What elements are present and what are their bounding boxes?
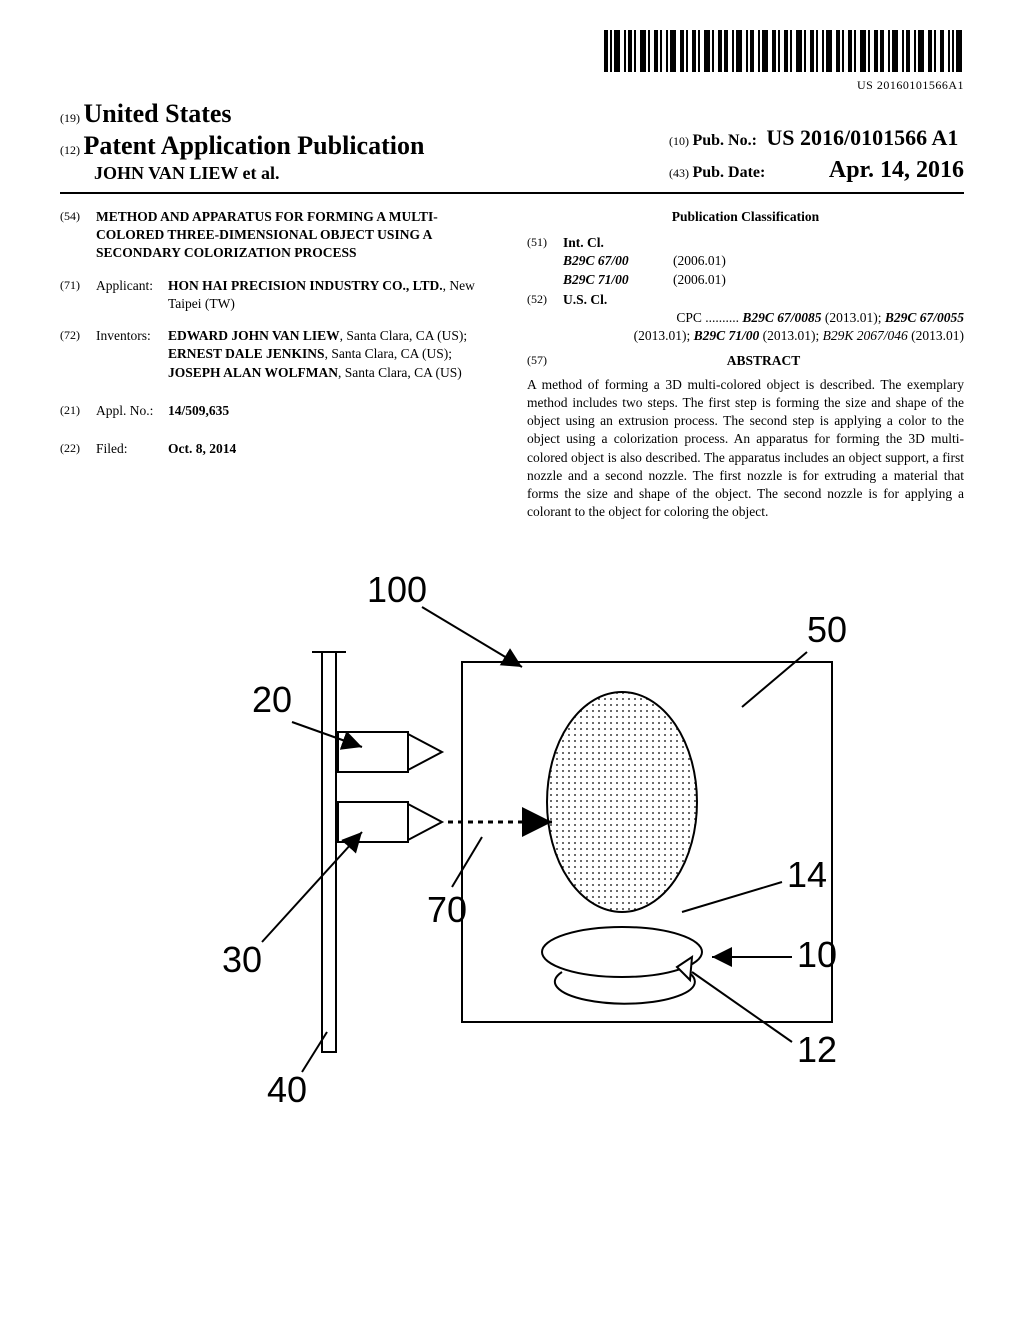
applno-value: 14/509,635 [168,402,497,420]
filed-label: Filed: [96,440,168,458]
title-code: (54) [60,208,96,263]
abstract-heading: ABSTRACT [563,352,964,370]
applicant-code: (71) [60,277,96,313]
pubdate-label: Pub. Date: [692,164,765,181]
fig-label-40: 40 [267,1069,307,1110]
publication-type: Patent Application Publication [84,131,425,160]
cpc-1-date: (2013.01); [825,310,882,325]
header-row: (19) United States (12) Patent Applicati… [60,99,964,184]
uscl-row: (52) U.S. Cl. CPC .......... B29C 67/008… [527,291,964,346]
cpc-1: B29C 67/0085 [742,310,821,325]
fig-label-30: 30 [222,939,262,980]
title-entry: (54) METHOD AND APPARATUS FOR FORMING A … [60,208,497,263]
filed-value: Oct. 8, 2014 [168,440,497,458]
intcl-row: (51) Int. Cl. B29C 67/00(2006.01) B29C 7… [527,234,964,289]
author-line: JOHN VAN LIEW et al. [94,163,424,184]
code-country: (19) [60,111,80,125]
figure-area: 100 50 20 30 70 14 10 12 40 [60,552,964,1127]
abstract-code: (57) [527,352,563,374]
inventors-code: (72) [60,327,96,382]
abstract-text: A method of forming a 3D multi-colored o… [527,376,964,522]
pubno-label: Pub. No.: [692,132,756,149]
cpc-3-date: (2013.01); [763,328,820,343]
cpc-prefix: CPC .......... [676,310,739,325]
code-pubno: (10) [669,134,689,148]
applicant-name: HON HAI PRECISION INDUSTRY CO., LTD. [168,278,443,293]
applno-entry: (21) Appl. No.: 14/509,635 [60,402,497,420]
inventors-text: EDWARD JOHN VAN LIEW, Santa Clara, CA (U… [168,327,497,382]
bib-columns: (54) METHOD AND APPARATUS FOR FORMING A … [60,208,964,522]
applicant-entry: (71) Applicant: HON HAI PRECISION INDUST… [60,277,497,313]
pub-type-line: (12) Patent Application Publication [60,131,424,161]
filed-value-text: Oct. 8, 2014 [168,441,236,456]
patent-page: US 20160101566A1 (19) United States (12)… [0,0,1024,1167]
cpc-2-date: (2013.01); [634,328,691,343]
cpc-2: B29C 67/0055 [885,310,964,325]
abstract-body-wrap: ABSTRACT [563,352,964,374]
left-column: (54) METHOD AND APPARATUS FOR FORMING A … [60,208,497,522]
country-line: (19) United States [60,99,424,129]
applno-code: (21) [60,402,96,420]
barcode-text: US 20160101566A1 [60,78,964,93]
header-rule [60,192,964,194]
pubdate-line: (43) Pub. Date: Apr. 14, 2016 [669,157,964,184]
header-left: (19) United States (12) Patent Applicati… [60,99,424,184]
patent-figure: 100 50 20 30 70 14 10 12 40 [152,552,872,1122]
pubno-line: (10) Pub. No.: US 2016/0101566 A1 [669,125,964,151]
fig-label-20: 20 [252,679,292,720]
code-pubdate: (43) [669,166,689,180]
applno-label: Appl. No.: [96,402,168,420]
intcl-2-code: B29C 71/00 [563,271,673,289]
filed-code: (22) [60,440,96,458]
header-right: (10) Pub. No.: US 2016/0101566 A1 (43) P… [669,125,964,184]
barcode [604,30,964,72]
country-name: United States [84,99,232,128]
fig-label-14: 14 [787,854,827,895]
intcl-2-date: (2006.01) [673,271,726,289]
fig-label-70: 70 [427,889,467,930]
intcl-1-code: B29C 67/00 [563,252,673,270]
fig-label-100: 100 [367,569,427,610]
inventors-label: Inventors: [96,327,168,382]
inventors-entry: (72) Inventors: EDWARD JOHN VAN LIEW, Sa… [60,327,497,382]
fig-label-12: 12 [797,1029,837,1070]
applicant-label: Applicant: [96,277,168,313]
pubdate-value: Apr. 14, 2016 [829,157,964,183]
intcl-body: Int. Cl. B29C 67/00(2006.01) B29C 71/00(… [563,234,964,289]
fig-label-50: 50 [807,609,847,650]
uscl-body: U.S. Cl. CPC .......... B29C 67/0085 (20… [563,291,964,346]
filed-entry: (22) Filed: Oct. 8, 2014 [60,440,497,458]
code-pub: (12) [60,143,80,157]
barcode-area: US 20160101566A1 [60,30,964,93]
cpc-4-date: (2013.01) [911,328,964,343]
intcl-code: (51) [527,234,563,289]
fig-label-10: 10 [797,934,837,975]
classification-heading: Publication Classification [527,208,964,226]
cpc-text: CPC .......... B29C 67/0085 (2013.01); B… [563,309,964,345]
uscl-label: U.S. Cl. [563,292,607,307]
right-column: Publication Classification (51) Int. Cl.… [527,208,964,522]
title-text: METHOD AND APPARATUS FOR FORMING A MULTI… [96,208,497,263]
cpc-4: B29K 2067/046 [823,328,908,343]
intcl-label: Int. Cl. [563,235,604,250]
applicant-text: HON HAI PRECISION INDUSTRY CO., LTD., Ne… [168,277,497,313]
cpc-3: B29C 71/00 [694,328,760,343]
abstract-row: (57) ABSTRACT [527,352,964,374]
intcl-1-date: (2006.01) [673,252,726,270]
pubno-value: US 2016/0101566 A1 [766,125,958,150]
uscl-code: (52) [527,291,563,346]
applno-value-text: 14/509,635 [168,403,229,418]
